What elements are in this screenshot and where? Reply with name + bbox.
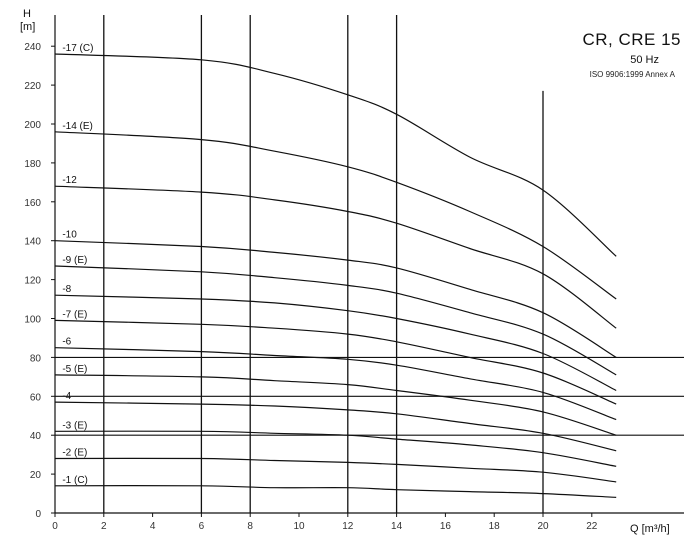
series-label: -3 (E) [62,420,87,431]
series-label: -6 [62,337,71,348]
series-label: -8 [62,284,71,295]
series-label: -4 [62,391,71,402]
series-group: -12 [54,175,617,329]
series-group: -4 [54,391,617,452]
y-tick-label: 220 [24,81,41,92]
series-group: -10 [54,230,617,358]
x-tick-label: 4 [150,521,156,532]
chart-title-block: CR, CRE 15 50 Hz ISO 9906:1999 Annex A [582,30,681,79]
series-line [54,185,617,329]
chart-standard-note: ISO 9906:1999 Annex A [589,70,675,79]
x-tick-label: 2 [101,521,107,532]
series-group: -1 (C) [54,475,617,498]
series-label: -14 (E) [62,121,93,132]
y-tick-label: 60 [30,392,42,403]
x-axis-label: Q [m³/h] [630,523,670,535]
series-group: -6 [54,337,617,421]
series-group: -5 (E) [54,364,617,436]
series-label: -7 (E) [62,309,87,320]
series-label: -10 [62,230,77,241]
y-tick-label: 40 [30,431,42,442]
y-tick-label: 100 [24,315,41,326]
axes [54,15,684,514]
series-group: -3 (E) [54,420,617,467]
chart-title: CR, CRE 15 [582,30,681,49]
x-tick-label: 14 [391,521,403,532]
series-label: -1 (C) [62,475,88,486]
y-tick-label: 0 [35,509,41,520]
x-tick-label: 18 [489,521,501,532]
series-label: -17 (C) [62,43,93,54]
series-label: -5 (E) [62,364,87,375]
x-tick-label: 12 [342,521,354,532]
series-group: -2 (E) [54,448,617,483]
series-label: -9 (E) [62,255,87,266]
series-label: -12 [62,175,77,186]
series-group: -14 (E) [54,121,617,300]
series-line [54,485,617,498]
y-tick-label: 180 [24,159,41,170]
series-line [54,131,617,300]
series-line [54,430,617,467]
chart-subtitle: 50 Hz [630,54,659,66]
series-line [54,347,617,421]
grid-lines [55,15,684,513]
x-tick-label: 10 [293,521,305,532]
series-line [54,401,617,452]
y-axis-label: H [23,8,31,20]
series-line [54,319,617,405]
series-line [54,294,617,392]
series-line [54,374,617,436]
series-group: -7 (E) [54,309,617,405]
x-tick-label: 8 [247,521,253,532]
y-tick-labels: 0 20 40 60 80 100 120 140 160 180 200 220 240 [24,42,55,520]
series-group: -17 (C) [54,43,617,257]
y-tick-label: 120 [24,276,41,287]
series-label: -2 (E) [62,448,87,459]
y-tick-label: 140 [24,237,41,248]
x-tick-label: 0 [52,521,58,532]
y-axis-unit: [m] [20,21,35,33]
series-group: -9 (E) [54,255,617,376]
series-line [54,265,617,376]
y-tick-label: 20 [30,470,42,481]
x-tick-labels: 0 2 4 6 8 10 12 14 16 18 20 22 [52,513,598,532]
x-tick-label: 22 [586,521,598,532]
series-group: -8 [54,284,617,392]
x-tick-label: 6 [199,521,205,532]
x-tick-label: 16 [440,521,452,532]
series-layer: -17 (C) -14 (E) -12 -10 -9 (E) -8 -7 (E) -6 -5 (… [54,43,617,498]
x-tick-label: 20 [537,521,549,532]
series-line [54,240,617,358]
y-tick-label: 160 [24,198,41,209]
series-line [54,53,617,257]
y-tick-label: 200 [24,120,41,131]
y-tick-label: 80 [30,353,42,364]
series-line [54,457,617,483]
y-tick-label: 240 [24,42,41,53]
